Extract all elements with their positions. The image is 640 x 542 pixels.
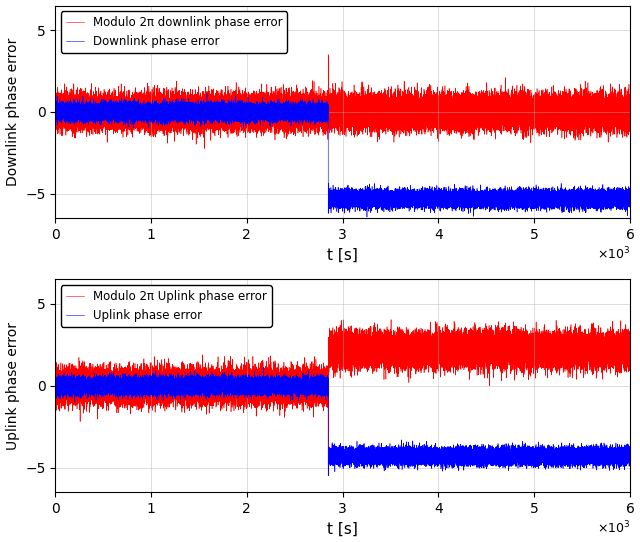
Downlink phase error [458,195,466,201]
Modulo 2π Uplink phase error [458,351,466,357]
Uplink phase error [442,457,449,464]
Modulo 2π Uplink phase error [480,331,488,337]
Modulo 2π Uplink phase error [538,354,546,360]
Uplink phase error [51,385,59,391]
Uplink phase error [480,454,488,461]
Modulo 2π downlink phase error [324,51,332,58]
Legend: Modulo 2π Uplink phase error, Uplink phase error: Modulo 2π Uplink phase error, Uplink pha… [61,285,271,327]
Line: Downlink phase error: Downlink phase error [55,94,630,217]
Y-axis label: Uplink phase error: Uplink phase error [6,322,20,450]
Uplink phase error [260,364,268,370]
Modulo 2π Uplink phase error [442,333,449,339]
Downlink phase error [480,201,488,207]
Legend: Modulo 2π downlink phase error, Downlink phase error: Modulo 2π downlink phase error, Downlink… [61,11,287,53]
Modulo 2π Uplink phase error [544,340,552,346]
X-axis label: t [s]: t [s] [327,521,358,537]
Uplink phase error [313,384,321,390]
Modulo 2π downlink phase error [313,106,321,112]
Text: $\times10^3$: $\times10^3$ [596,246,630,263]
Line: Modulo 2π Uplink phase error: Modulo 2π Uplink phase error [55,320,630,468]
Downlink phase error [544,196,552,203]
Downlink phase error [626,204,634,211]
Uplink phase error [458,455,466,462]
Uplink phase error [324,473,332,479]
X-axis label: t [s]: t [s] [327,248,358,263]
Modulo 2π Uplink phase error [626,331,634,338]
Modulo 2π Uplink phase error [51,385,59,392]
Modulo 2π downlink phase error [538,116,546,122]
Modulo 2π downlink phase error [544,106,552,113]
Downlink phase error [203,91,211,97]
Downlink phase error [538,192,546,198]
Modulo 2π downlink phase error [626,124,634,130]
Uplink phase error [626,450,634,456]
Line: Modulo 2π downlink phase error: Modulo 2π downlink phase error [55,55,630,149]
Modulo 2π downlink phase error [51,109,59,115]
Downlink phase error [313,107,321,113]
Modulo 2π Uplink phase error [324,464,332,471]
Modulo 2π downlink phase error [201,145,209,152]
Uplink phase error [538,446,546,453]
Modulo 2π downlink phase error [458,113,466,120]
Uplink phase error [544,456,552,462]
Modulo 2π downlink phase error [480,113,488,120]
Y-axis label: Downlink phase error: Downlink phase error [6,38,20,186]
Text: $\times10^3$: $\times10^3$ [596,520,630,537]
Modulo 2π Uplink phase error [313,375,321,381]
Modulo 2π downlink phase error [442,106,449,112]
Downlink phase error [51,107,59,113]
Downlink phase error [442,191,449,198]
Downlink phase error [363,214,371,220]
Line: Uplink phase error: Uplink phase error [55,367,630,476]
Modulo 2π Uplink phase error [387,317,395,323]
